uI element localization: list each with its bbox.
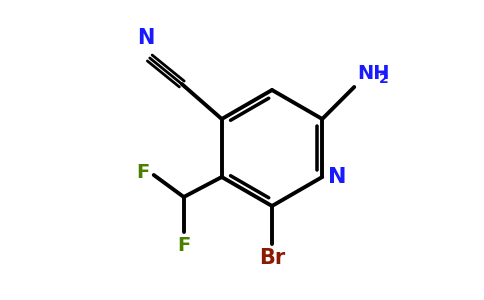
Text: F: F: [177, 236, 190, 255]
Text: N: N: [137, 28, 154, 48]
Text: NH: NH: [357, 64, 390, 83]
Text: N: N: [328, 167, 347, 187]
Text: 2: 2: [379, 72, 389, 86]
Text: Br: Br: [259, 248, 285, 268]
Text: F: F: [136, 164, 150, 182]
